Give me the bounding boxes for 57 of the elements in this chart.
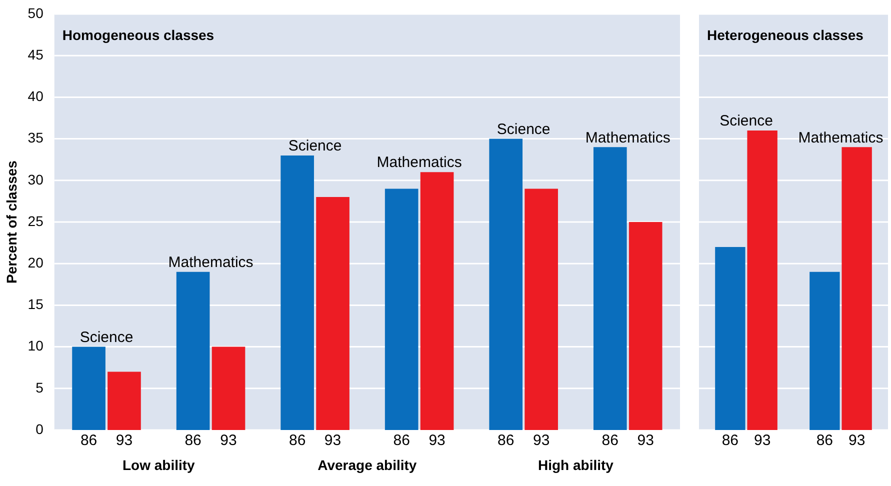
text: 93 bbox=[848, 432, 866, 450]
y-tick-label: 10 bbox=[28, 338, 44, 354]
text: High ability bbox=[538, 456, 614, 473]
x-tick-label: Mathematics bbox=[585, 129, 670, 146]
bar bbox=[489, 138, 523, 430]
bar bbox=[593, 147, 627, 430]
y-tick-label: 0 bbox=[36, 420, 44, 437]
x-tick-label: Science bbox=[720, 112, 773, 130]
x-tick-label: Science bbox=[496, 120, 550, 138]
series-label: 86 bbox=[722, 432, 739, 450]
y-tick-label: 50 bbox=[28, 4, 44, 21]
x-tick-label: Science bbox=[288, 138, 342, 155]
text: 93 bbox=[532, 432, 550, 450]
text: 86 bbox=[393, 432, 410, 450]
text: 86 bbox=[816, 432, 834, 450]
bar bbox=[384, 188, 418, 430]
text: 93 bbox=[324, 432, 342, 450]
text: 86 bbox=[498, 432, 514, 450]
bar bbox=[747, 130, 778, 430]
bar bbox=[72, 346, 106, 430]
bar bbox=[842, 147, 872, 430]
y-tick-label: 30 bbox=[28, 171, 44, 188]
bar bbox=[108, 372, 141, 430]
y-tick-label: 5 bbox=[36, 379, 44, 396]
series-label: 86 bbox=[80, 432, 98, 450]
bar bbox=[420, 172, 454, 430]
text: 86 bbox=[602, 432, 618, 450]
y-tick-label: 25 bbox=[28, 212, 44, 229]
text: 93 bbox=[428, 432, 446, 450]
y-tick-label: 35 bbox=[28, 130, 44, 146]
text: 86 bbox=[184, 432, 202, 450]
bar bbox=[176, 272, 210, 430]
y-tick-label: 40 bbox=[28, 88, 44, 104]
text: Heterogeneous classes bbox=[707, 26, 864, 43]
text: Low ability bbox=[122, 456, 196, 473]
y-tick-label: 15 bbox=[28, 296, 44, 312]
series-label: 93 bbox=[116, 432, 133, 450]
bar bbox=[715, 246, 746, 430]
text: 93 bbox=[220, 432, 237, 450]
bar bbox=[280, 155, 314, 430]
bar bbox=[212, 346, 246, 430]
series-label: 93 bbox=[754, 432, 771, 450]
x-tick-label: Mathematics bbox=[798, 129, 884, 146]
y-axis-title: Percent of classes bbox=[3, 160, 20, 284]
bar bbox=[316, 197, 350, 430]
x-tick-label: Mathematics bbox=[376, 154, 462, 172]
x-tick-label: Science bbox=[80, 328, 134, 346]
x-tick-label: Mathematics bbox=[168, 254, 254, 272]
bar bbox=[810, 272, 840, 430]
bar bbox=[628, 222, 662, 430]
text: Homogeneous classes bbox=[62, 26, 214, 43]
text: 86 bbox=[288, 432, 306, 450]
bar bbox=[524, 188, 558, 430]
y-tick-label: 20 bbox=[28, 254, 44, 270]
text: 93 bbox=[637, 432, 654, 450]
y-tick-label: 45 bbox=[28, 46, 44, 62]
text: Average ability bbox=[318, 456, 417, 473]
